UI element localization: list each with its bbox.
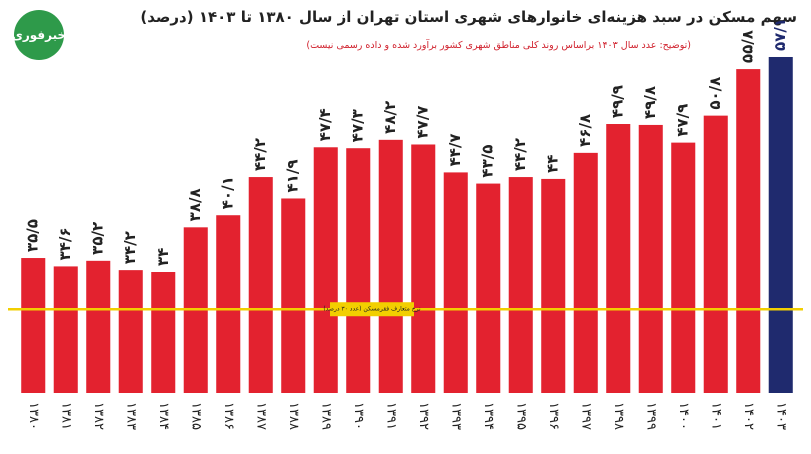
x-tick-label: ۱۳۹۴ bbox=[481, 402, 496, 430]
x-tick-label: ۱۴۰۰ bbox=[676, 402, 691, 430]
chart-title: سهم مسکن در سبد هزینه‌ای خانوارهای شهری … bbox=[140, 8, 797, 26]
value-label: ۴۹/۸ bbox=[641, 86, 659, 119]
x-tick-label: ۱۳۸۷ bbox=[253, 402, 268, 430]
value-label: ۳۵/۵ bbox=[24, 219, 42, 252]
reference-label: نرخ متعارف فقرمسکن (عدد ۳۰ درصد) bbox=[323, 306, 421, 313]
x-tick-label: ۱۳۸۸ bbox=[286, 402, 301, 430]
value-label: ۴۴/۷ bbox=[446, 133, 464, 166]
value-label: ۳۸/۸ bbox=[186, 188, 204, 221]
bar bbox=[151, 272, 176, 393]
bar bbox=[281, 198, 306, 393]
bar bbox=[378, 139, 403, 393]
x-tick-label: ۱۳۹۲ bbox=[416, 402, 431, 430]
value-label: ۳۴ bbox=[154, 248, 172, 266]
x-tick-label: ۱۴۰۳ bbox=[773, 402, 788, 430]
value-label: ۴۱/۹ bbox=[284, 160, 302, 193]
x-tick-label: ۱۳۸۳ bbox=[123, 402, 138, 430]
chart-subtitle: (توضیح: عدد سال ۱۴۰۳ براساس روند کلی منا… bbox=[306, 40, 691, 51]
reference-label-box bbox=[330, 302, 414, 317]
value-label: ۴۴ bbox=[544, 155, 562, 173]
bar bbox=[86, 260, 111, 393]
x-tick-label: ۱۳۸۵ bbox=[188, 402, 203, 430]
value-label: ۴۷/۳ bbox=[349, 109, 367, 142]
x-tick-label: ۱۳۹۷ bbox=[578, 402, 593, 430]
value-label: ۵۰/۸ bbox=[706, 77, 724, 110]
x-tick-label: ۱۳۸۶ bbox=[221, 402, 236, 430]
value-label: ۴۴/۲ bbox=[511, 138, 529, 171]
value-label: ۵۷/۱ bbox=[771, 18, 789, 51]
logo: خبرفوری bbox=[12, 10, 66, 60]
bar bbox=[118, 270, 143, 393]
value-label: ۴۶/۸ bbox=[576, 114, 594, 147]
value-label: ۳۵/۲ bbox=[89, 222, 107, 255]
bar bbox=[638, 124, 663, 393]
x-tick-label: ۱۳۸۲ bbox=[91, 402, 106, 430]
bar bbox=[541, 178, 566, 393]
bar bbox=[411, 144, 436, 393]
x-tick-label: ۱۳۸۰ bbox=[26, 402, 41, 430]
bar bbox=[703, 115, 728, 393]
x-tick-label: ۱۴۰۱ bbox=[708, 402, 723, 430]
bar bbox=[216, 215, 241, 393]
value-label: ۴۷/۷ bbox=[414, 106, 432, 139]
value-label: ۴۸/۲ bbox=[381, 101, 399, 134]
bar bbox=[573, 152, 598, 393]
bar bbox=[476, 183, 501, 393]
value-label: ۳۴/۶ bbox=[56, 227, 74, 260]
value-label: ۵۵/۸ bbox=[739, 30, 757, 63]
x-tick-label: ۱۳۹۶ bbox=[546, 402, 561, 430]
x-tick-label: ۱۳۹۸ bbox=[611, 402, 626, 430]
bar bbox=[248, 177, 273, 393]
bar bbox=[606, 124, 631, 393]
value-label: ۴۹/۹ bbox=[609, 85, 627, 118]
bar bbox=[736, 69, 761, 393]
bar bbox=[313, 147, 338, 393]
x-tick-label: ۱۳۹۵ bbox=[513, 402, 528, 430]
bar bbox=[508, 177, 533, 393]
bar bbox=[346, 148, 371, 393]
value-label: ۴۷/۹ bbox=[674, 104, 692, 137]
x-tick-label: ۱۳۹۹ bbox=[643, 402, 658, 430]
x-tick-label: ۱۳۹۳ bbox=[448, 402, 463, 430]
value-label: ۴۴/۲ bbox=[251, 138, 269, 171]
bar bbox=[443, 172, 468, 393]
bar bbox=[21, 258, 46, 393]
value-label: ۴۳/۵ bbox=[479, 145, 497, 178]
x-tick-label: ۱۳۹۱ bbox=[383, 402, 398, 430]
x-tick-label: ۱۳۸۴ bbox=[156, 402, 171, 430]
bar bbox=[768, 56, 793, 393]
x-tick-label: ۱۳۸۹ bbox=[318, 402, 333, 430]
value-label: ۳۴/۲ bbox=[121, 231, 139, 264]
value-label: ۴۰/۱ bbox=[219, 176, 237, 209]
bar bbox=[53, 266, 78, 393]
x-tick-label: ۱۳۸۱ bbox=[58, 402, 73, 430]
bar bbox=[671, 142, 696, 393]
x-tick-label: ۱۳۹۰ bbox=[351, 402, 366, 430]
x-tick-label: ۱۴۰۲ bbox=[741, 402, 756, 430]
value-label: ۴۷/۴ bbox=[316, 108, 334, 141]
